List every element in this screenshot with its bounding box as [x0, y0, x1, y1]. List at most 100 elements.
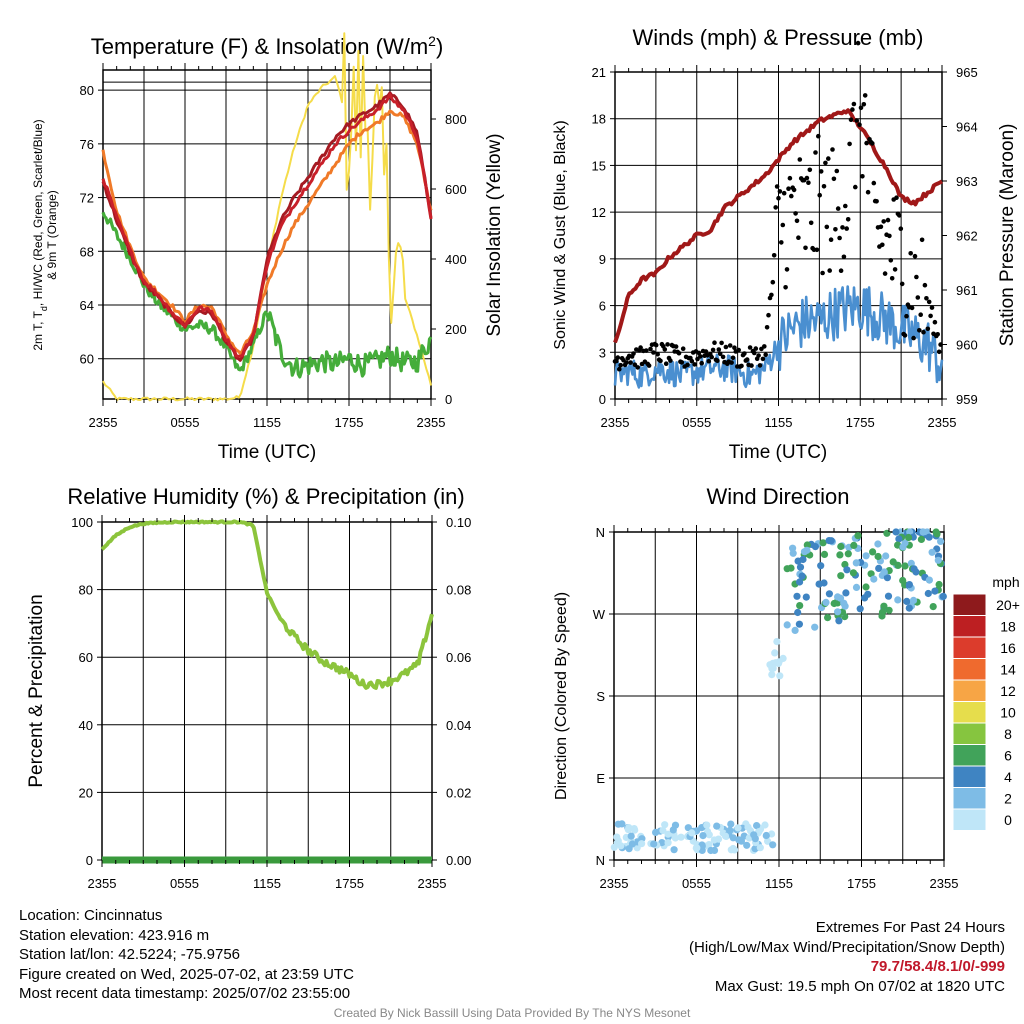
gust-point — [773, 205, 778, 210]
direction-point — [841, 602, 849, 610]
gust-point — [665, 342, 670, 347]
gust-point — [915, 295, 921, 300]
direction-point — [852, 583, 861, 592]
direction-point — [664, 839, 672, 847]
y-tick-label: 40 — [79, 718, 93, 733]
direction-point — [856, 605, 864, 613]
x-tick-label: 2355 — [601, 415, 630, 430]
gust-point — [787, 175, 793, 181]
gust-point — [917, 328, 922, 333]
y-tick-label: 20 — [79, 785, 93, 800]
gust-point — [820, 270, 825, 276]
speed-colorbar: 0 2 4 6 8 10 12 14 16 18 20+ — [952, 593, 1020, 831]
direction-point — [764, 837, 772, 845]
direction-point — [802, 593, 810, 601]
gust-point — [816, 133, 821, 139]
y-tick-label: S — [596, 689, 605, 704]
y-tick-label: 0 — [86, 853, 93, 868]
gust-point — [824, 224, 830, 230]
gust-point — [618, 362, 623, 368]
gust-point — [909, 305, 915, 311]
gust-point — [834, 168, 840, 174]
gust-point — [885, 217, 891, 223]
location-text: Location: Cincinnatus — [19, 907, 163, 924]
y2-tick-label: 963 — [956, 174, 978, 189]
gust-point — [615, 355, 621, 360]
y2-tick-label: 964 — [956, 120, 978, 135]
wind-ylabel: Sonic Wind & Gust (Blue, Black) — [552, 120, 569, 349]
x-tick-label: 1155 — [765, 876, 793, 891]
direction-point — [935, 580, 943, 589]
gust-point — [878, 224, 884, 230]
y-tick-label: 3 — [599, 345, 606, 360]
gust-point — [658, 358, 663, 364]
direction-point — [837, 542, 845, 551]
y2-tick-label: 600 — [445, 182, 467, 197]
gust-point — [631, 351, 636, 356]
colorbar-swatch — [952, 615, 987, 638]
gust-point — [739, 363, 744, 369]
y-tick-label: 60 — [79, 650, 93, 665]
colorbar-label: 8 — [1004, 726, 1012, 742]
direction-point — [874, 552, 882, 561]
gust-point — [929, 305, 935, 310]
humidity-title: Relative Humidity (%) & Precipitation (i… — [67, 484, 464, 509]
direction-point — [834, 608, 842, 616]
gust-point — [789, 193, 794, 199]
direction-point — [937, 537, 945, 546]
gust-point — [936, 349, 942, 355]
direction-point — [882, 552, 890, 560]
x-tick-label: 0555 — [682, 876, 711, 891]
gust-point — [699, 360, 704, 366]
direction-point — [631, 826, 639, 834]
y2-tick-label: 400 — [445, 252, 467, 267]
colorbar-swatch — [952, 787, 987, 810]
direction-point — [925, 576, 934, 584]
gust-point — [706, 358, 712, 364]
gust-point — [857, 122, 862, 127]
gust-point — [698, 354, 703, 359]
direction-point — [905, 533, 913, 542]
direction-point — [929, 603, 937, 611]
gust-point — [861, 102, 867, 107]
gust-point — [881, 219, 886, 224]
direction-point — [819, 539, 827, 547]
wind-panel: Winds (mph) & Pressure (mb) 0 3 6 9 12 15 18 21… — [552, 25, 1018, 463]
gust-point — [723, 344, 729, 350]
direction-point — [894, 596, 902, 604]
gust-point — [638, 345, 643, 350]
gust-point — [888, 258, 894, 263]
gust-point — [655, 351, 660, 357]
gust-point — [898, 226, 904, 231]
gust-point — [710, 347, 716, 353]
gust-point — [814, 247, 820, 253]
direction-point — [684, 824, 692, 832]
direction-point — [861, 594, 869, 602]
humidity-ylabel: Percent & Precipitation — [26, 594, 47, 787]
colorbar-swatch — [952, 808, 987, 831]
gust-point — [808, 220, 814, 226]
direction-point — [734, 824, 742, 832]
gust-point — [696, 350, 702, 356]
gust-point — [918, 312, 923, 318]
direction-point — [928, 548, 936, 556]
gust-point — [848, 117, 854, 122]
gust-point — [763, 352, 768, 358]
extremes-subheading: (High/Low/Max Wind/Precipitation/Snow De… — [689, 938, 1005, 956]
gust-point — [935, 332, 940, 337]
direction-point — [762, 831, 770, 840]
x-tick-label: 0555 — [682, 415, 711, 430]
direction-point — [753, 822, 761, 830]
gust-point — [925, 326, 931, 332]
direction-point — [638, 840, 646, 848]
gust-point — [757, 363, 763, 368]
gust-point — [870, 141, 875, 146]
gust-point — [628, 360, 633, 365]
direction-point — [659, 826, 667, 835]
gust-point — [712, 340, 717, 346]
x-tick-label: 1155 — [765, 415, 793, 430]
gust-point — [897, 213, 902, 218]
direction-point — [905, 604, 913, 612]
direction-point — [798, 572, 806, 580]
direction-point — [869, 548, 877, 556]
